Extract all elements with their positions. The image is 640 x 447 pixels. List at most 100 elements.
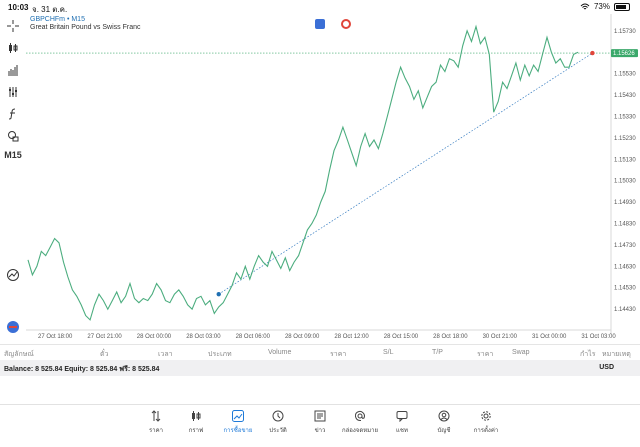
crosshair-tool[interactable] bbox=[2, 16, 24, 36]
balance-bar: Balance: 8 525.84 Equity: 8 525.84 ฟรี: … bbox=[0, 360, 640, 376]
col-volume[interactable]: Volume bbox=[268, 349, 292, 356]
price-tick-label: 1.14430 bbox=[614, 307, 636, 313]
price-tick-label: 1.15030 bbox=[614, 179, 636, 185]
price-tick-label: 1.14930 bbox=[614, 200, 636, 206]
candles-icon bbox=[192, 411, 201, 421]
signal-tool[interactable] bbox=[6, 268, 22, 284]
settings-sliders-tool[interactable] bbox=[2, 82, 24, 102]
timeframe-label[interactable]: M15 bbox=[4, 150, 22, 160]
col-swap[interactable]: Swap bbox=[512, 349, 530, 356]
time-tick-label: 28 Oct 18:00 bbox=[433, 334, 468, 340]
trend-line[interactable] bbox=[218, 52, 593, 295]
price-tick-label: 1.15430 bbox=[614, 93, 636, 99]
mt-icon[interactable] bbox=[341, 19, 351, 29]
tab-label: ประวัติ bbox=[269, 428, 287, 434]
sliders-icon bbox=[9, 87, 17, 97]
col-tp[interactable]: T/P bbox=[432, 349, 443, 356]
balance-currency: USD bbox=[599, 364, 614, 371]
price-series-line bbox=[27, 24, 579, 321]
time-tick-label: 28 Oct 03:00 bbox=[186, 334, 221, 340]
col-sl[interactable]: S/L bbox=[383, 349, 394, 356]
chart-area[interactable]: 1.157301.156301.155301.154301.153301.152… bbox=[26, 14, 640, 344]
time-tick-label: 28 Oct 15:00 bbox=[384, 334, 419, 340]
chart-description: Great Britain Pound vs Swiss Franc bbox=[30, 24, 141, 31]
bottom-tab-bar: ราคา กราฟ การซื้อขาย ประวัติ ข่าว กล่องจ… bbox=[0, 404, 640, 447]
tab-quotes[interactable]: ราคา bbox=[136, 410, 176, 435]
current-price-value: 1.15626 bbox=[613, 51, 635, 57]
tab-account[interactable]: บัญชี bbox=[424, 410, 464, 435]
current-price-tag bbox=[611, 49, 638, 58]
history-icon bbox=[272, 410, 284, 422]
news-icon bbox=[314, 410, 326, 422]
battery-percent: 73% bbox=[593, 2, 610, 11]
price-tick-label: 1.15530 bbox=[614, 72, 636, 78]
one-click-trading-tool[interactable] bbox=[6, 320, 22, 336]
objects-tool[interactable] bbox=[2, 126, 24, 146]
status-bar: 10:03 จ. 31 ต.ค. 73% bbox=[0, 0, 640, 14]
account-icon bbox=[438, 410, 450, 422]
col-ticket[interactable]: ตั๋ว bbox=[100, 351, 109, 358]
tab-history[interactable]: ประวัติ bbox=[258, 410, 298, 435]
col-price[interactable]: ราคา bbox=[330, 351, 347, 358]
time-tick-label: 30 Oct 21:00 bbox=[483, 334, 518, 340]
tab-trade[interactable]: การซื้อขาย bbox=[218, 410, 258, 435]
bars-icon bbox=[8, 65, 18, 76]
function-tool[interactable] bbox=[2, 104, 24, 124]
tab-chart[interactable]: กราฟ bbox=[176, 410, 216, 435]
chat-icon bbox=[396, 411, 408, 422]
positions-table-header: สัญลักษณ์ ตั๋ว เวลา ประเภท Volume ราคา S… bbox=[0, 344, 640, 358]
tab-label: บัญชี bbox=[437, 428, 451, 434]
buy-sell-panel-icon[interactable] bbox=[315, 19, 325, 29]
price-tick-label: 1.15230 bbox=[614, 136, 636, 142]
price-tick-label: 1.15330 bbox=[614, 114, 636, 120]
tab-label: การตั้งค่า bbox=[473, 428, 499, 434]
status-time: 10:03 bbox=[8, 3, 29, 12]
tab-settings[interactable]: การตั้งค่า bbox=[466, 410, 506, 435]
col-current-price[interactable]: ราคา bbox=[477, 351, 494, 358]
trend-line-end-point[interactable] bbox=[590, 50, 595, 56]
mt-logo-icon bbox=[7, 321, 19, 333]
tab-mailbox[interactable]: กล่องจดหมาย bbox=[340, 410, 380, 435]
price-chart[interactable]: 1.157301.156301.155301.154301.153301.152… bbox=[26, 14, 640, 344]
tab-label: ข่าว bbox=[314, 428, 326, 434]
col-profit[interactable]: กำไร bbox=[580, 351, 596, 358]
tab-label: กราฟ bbox=[188, 428, 204, 434]
gear-icon bbox=[481, 411, 491, 421]
tab-label: การซื้อขาย bbox=[223, 428, 253, 434]
mail-icon bbox=[354, 410, 365, 422]
price-tick-label: 1.14530 bbox=[614, 286, 636, 292]
wifi-icon bbox=[580, 3, 590, 9]
chart-tools: M15 bbox=[0, 14, 26, 344]
time-tick-label: 28 Oct 06:00 bbox=[236, 334, 271, 340]
col-time[interactable]: เวลา bbox=[158, 351, 173, 358]
time-tick-label: 28 Oct 09:00 bbox=[285, 334, 320, 340]
price-tick-label: 1.15130 bbox=[614, 157, 636, 163]
balance-text: Balance: 8 525.84 Equity: 8 525.84 ฟรี: … bbox=[4, 366, 160, 373]
indicators-tool[interactable] bbox=[2, 60, 24, 80]
time-tick-label: 28 Oct 12:00 bbox=[334, 334, 369, 340]
status-date: จ. 31 ต.ค. bbox=[32, 5, 68, 14]
price-tick-label: 1.14730 bbox=[614, 243, 636, 249]
col-comment[interactable]: หมายเหตุ bbox=[602, 351, 631, 358]
chart-type-tool[interactable] bbox=[2, 38, 24, 58]
time-tick-label: 27 Oct 21:00 bbox=[87, 334, 122, 340]
time-tick-label: 28 Oct 00:00 bbox=[137, 334, 172, 340]
tab-label: ราคา bbox=[149, 428, 163, 434]
trade-icon bbox=[232, 410, 244, 422]
trend-line-start-point[interactable] bbox=[216, 291, 221, 297]
time-axis: 27 Oct 18:00 27 Oct 21:00 28 Oct 00:00 28 O… bbox=[26, 329, 616, 340]
col-symbol[interactable]: สัญลักษณ์ bbox=[4, 351, 34, 358]
gauge-icon bbox=[7, 269, 19, 281]
price-tick-label: 1.15730 bbox=[614, 29, 636, 35]
crosshair-icon bbox=[7, 20, 19, 32]
candles-icon bbox=[9, 43, 18, 53]
price-tick-label: 1.14630 bbox=[614, 264, 636, 270]
price-tick-label: 1.14830 bbox=[614, 222, 636, 228]
status-right: 73% bbox=[580, 2, 630, 11]
col-type[interactable]: ประเภท bbox=[208, 351, 232, 358]
battery-icon bbox=[614, 2, 630, 11]
price-axis: 1.157301.156301.155301.154301.153301.152… bbox=[614, 29, 636, 313]
tab-chat[interactable]: แชท bbox=[382, 410, 422, 435]
tab-news[interactable]: ข่าว bbox=[300, 410, 340, 435]
chart-symbol[interactable]: GBPCHFm • M15 bbox=[30, 16, 85, 23]
